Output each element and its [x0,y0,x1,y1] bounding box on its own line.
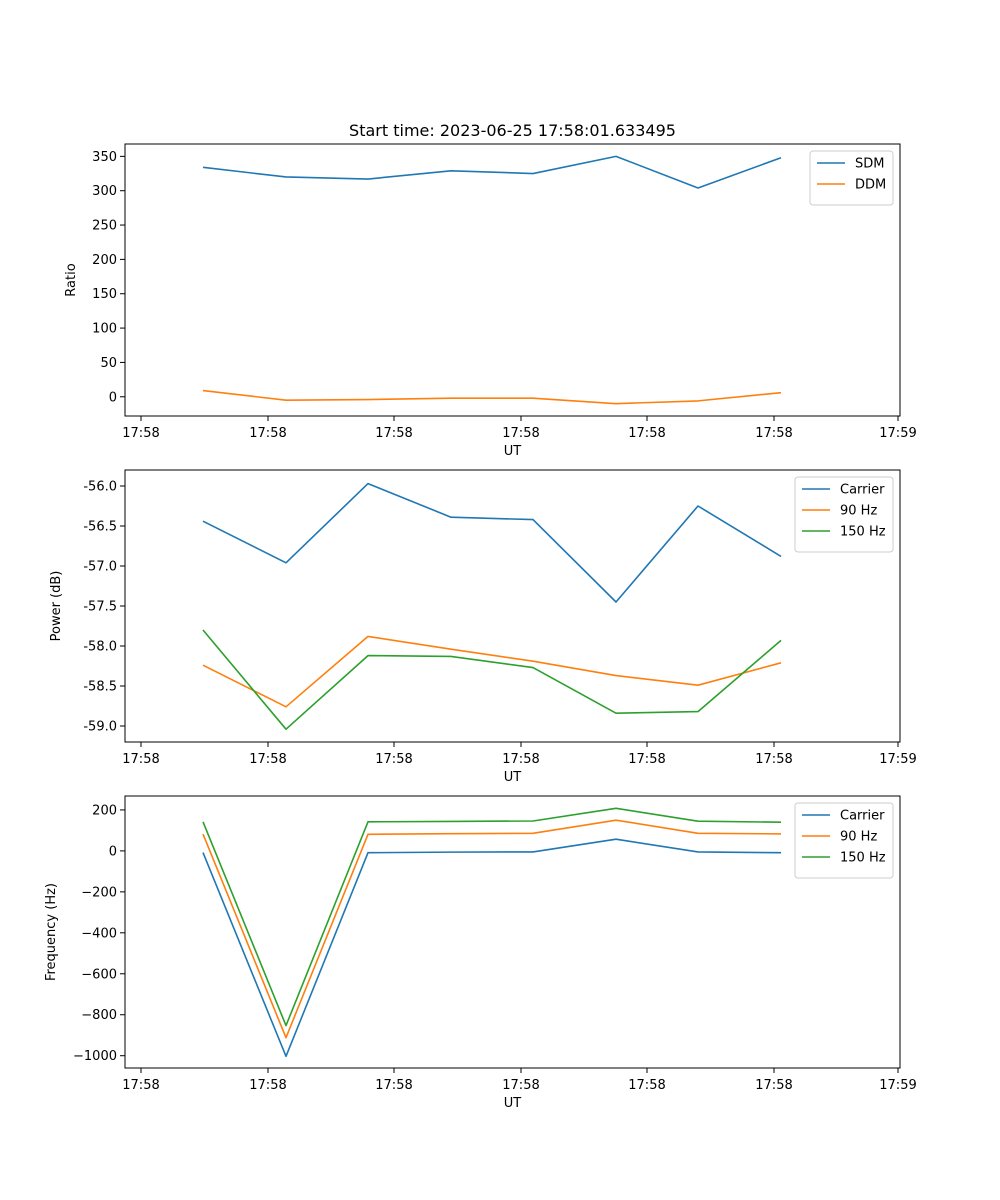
legend-box [794,476,894,553]
y-tick-label: 100 [92,322,117,337]
figure-title: Start time: 2023-06-25 17:58:01.633495 [349,121,676,140]
legend-entry: 90 Hz [840,830,877,845]
y-tick-label: 200 [92,253,117,268]
y-tick-label: -57.5 [83,600,117,615]
y-axis-label: Ratio [64,263,79,296]
y-tick-label: 300 [92,184,117,199]
y-tick-label: −1000 [73,1049,117,1064]
subplot-2: 17:58 17:58 17:58 17:58 17:58 17:58 17:59 -56.0… [49,469,917,785]
series-line-carrier [202,482,782,603]
y-axis-label: Power (dB) [49,571,64,642]
series-line-90-hz [202,819,782,1039]
x-axis-label: UT [504,770,522,785]
y-tick-label: −600 [81,967,117,982]
y-tick-label: 50 [100,356,117,371]
y-tick-label: 0 [109,844,117,859]
x-axis-label: UT [504,1096,522,1111]
x-tick-label: 17:58 [122,1078,159,1093]
legend-entry: Carrier [840,809,885,824]
y-tick-label: -56.0 [83,480,117,495]
y-tick-label: 200 [92,803,117,818]
legend-entry: Carrier [840,483,885,498]
series-line-90-hz [202,635,782,708]
y-tick-label: 150 [92,287,117,302]
x-tick-label: 17:58 [755,426,792,441]
series-line-carrier [202,838,782,1058]
y-tick-label: -58.5 [83,680,117,695]
legend: Carrier 90 Hz 150 Hz [794,476,894,553]
y-tick-label: -58.0 [83,640,117,655]
series-line-ddm [202,389,782,405]
legend-box [809,150,894,206]
x-tick-label: 17:58 [502,752,539,767]
legend-entry: 150 Hz [840,851,886,866]
y-tick-label: 0 [109,390,117,405]
x-tick-label: 17:58 [755,1078,792,1093]
legend-entry: SDM [855,157,884,172]
legend-entry: 150 Hz [840,525,886,540]
x-tick-label: 17:58 [375,752,412,767]
subplot-1: 17:58 17:58 17:58 17:58 17:58 17:58 17:59 0 50 10… [64,143,917,459]
series-line-150-hz [202,629,782,731]
y-tick-label: -59.0 [83,720,117,735]
plot-frame [124,143,901,417]
legend: Carrier 90 Hz 150 Hz [794,802,894,879]
x-tick-label: 17:58 [628,426,665,441]
y-tick-label: -57.0 [83,560,117,575]
y-axis-label: Frequency (Hz) [44,883,59,981]
x-tick-label: 17:58 [375,426,412,441]
series-line-150-hz [202,807,782,1027]
x-tick-label: 17:58 [249,752,286,767]
x-tick-label: 17:58 [628,1078,665,1093]
subplots: 17:58 17:58 17:58 17:58 17:58 17:58 17:59 0 50 10… [44,143,917,1111]
x-tick-label: 17:58 [755,752,792,767]
series-line-sdm [202,155,782,189]
x-tick-label: 17:58 [122,426,159,441]
y-tick-label: −400 [81,926,117,941]
legend-box [794,802,894,879]
x-tick-label: 17:59 [879,426,916,441]
legend: SDM DDM [809,150,894,206]
y-tick-label: −800 [81,1008,117,1023]
x-axis-label: UT [504,444,522,459]
y-tick-label: -56.5 [83,520,117,535]
x-tick-label: 17:58 [249,1078,286,1093]
x-tick-label: 17:58 [502,426,539,441]
y-tick-label: 350 [92,150,117,165]
y-tick-label: −200 [81,885,117,900]
subplot-3: 17:58 17:58 17:58 17:58 17:58 17:58 17:59 200 0 −… [44,795,917,1111]
x-tick-label: 17:59 [879,1078,916,1093]
x-tick-label: 17:58 [249,426,286,441]
x-tick-label: 17:58 [375,1078,412,1093]
plot-frame [124,795,901,1069]
x-tick-label: 17:59 [879,752,916,767]
x-tick-label: 17:58 [122,752,159,767]
y-tick-label: 250 [92,219,117,234]
legend-entry: DDM [855,178,886,193]
legend-entry: 90 Hz [840,504,877,519]
x-tick-label: 17:58 [502,1078,539,1093]
x-tick-label: 17:58 [628,752,665,767]
